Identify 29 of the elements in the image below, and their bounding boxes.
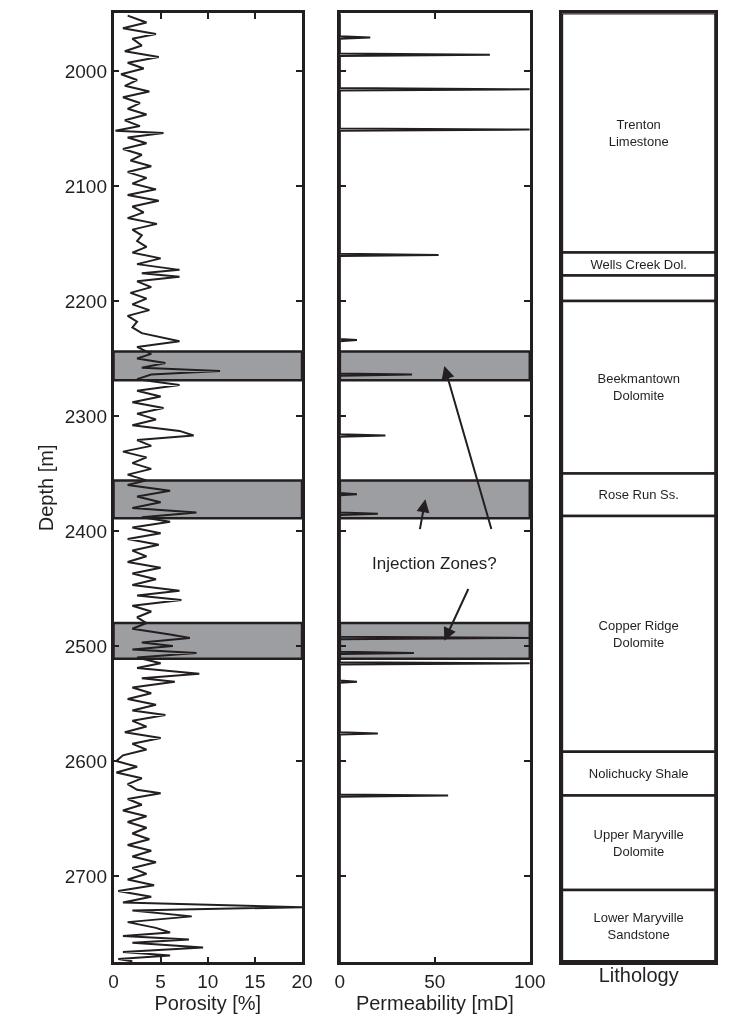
x-tick-label: 10 bbox=[197, 970, 219, 992]
x-axis-title: Lithology bbox=[598, 963, 679, 986]
y-tick-label: 2200 bbox=[64, 290, 107, 312]
series-label: Rose Run Ss. bbox=[598, 487, 679, 503]
series-label: Upper Maryville Dolomite bbox=[593, 826, 684, 859]
series-label: Lower Maryville Sandstone bbox=[593, 909, 684, 942]
y-tick-label: 2000 bbox=[64, 60, 107, 82]
y-tick-label: 2600 bbox=[64, 750, 107, 772]
series-label: Beekmantown Dolomite bbox=[597, 371, 680, 404]
x-axis-title: Porosity [%] bbox=[154, 991, 262, 1014]
y-tick-label: 2100 bbox=[64, 175, 107, 197]
x-tick-label: 0 bbox=[334, 970, 346, 992]
annotation: Injection Zones? bbox=[372, 554, 497, 573]
x-tick-label: 5 bbox=[155, 970, 166, 992]
y-axis-title: Depth [m] bbox=[35, 444, 58, 532]
y-tick-label: 2500 bbox=[64, 635, 107, 657]
x-tick-label: 15 bbox=[244, 970, 266, 992]
series-label: Trenton Limestone bbox=[608, 117, 669, 149]
x-tick-label: 20 bbox=[291, 970, 313, 992]
series-label: Wells Creek Dol. bbox=[590, 256, 687, 272]
y-tick-label: 2400 bbox=[64, 520, 107, 542]
y-tick-label: 2700 bbox=[64, 865, 107, 887]
x-axis-title: Permeability [mD] bbox=[355, 991, 514, 1014]
x-tick-label: 0 bbox=[108, 970, 119, 992]
series-label: Copper Ridge Dolomite bbox=[598, 618, 679, 650]
series-label: Nolichucky Shale bbox=[588, 766, 689, 782]
y-tick-label: 2300 bbox=[64, 405, 107, 427]
x-tick-label: 100 bbox=[513, 970, 546, 992]
x-tick-label: 50 bbox=[424, 970, 446, 992]
